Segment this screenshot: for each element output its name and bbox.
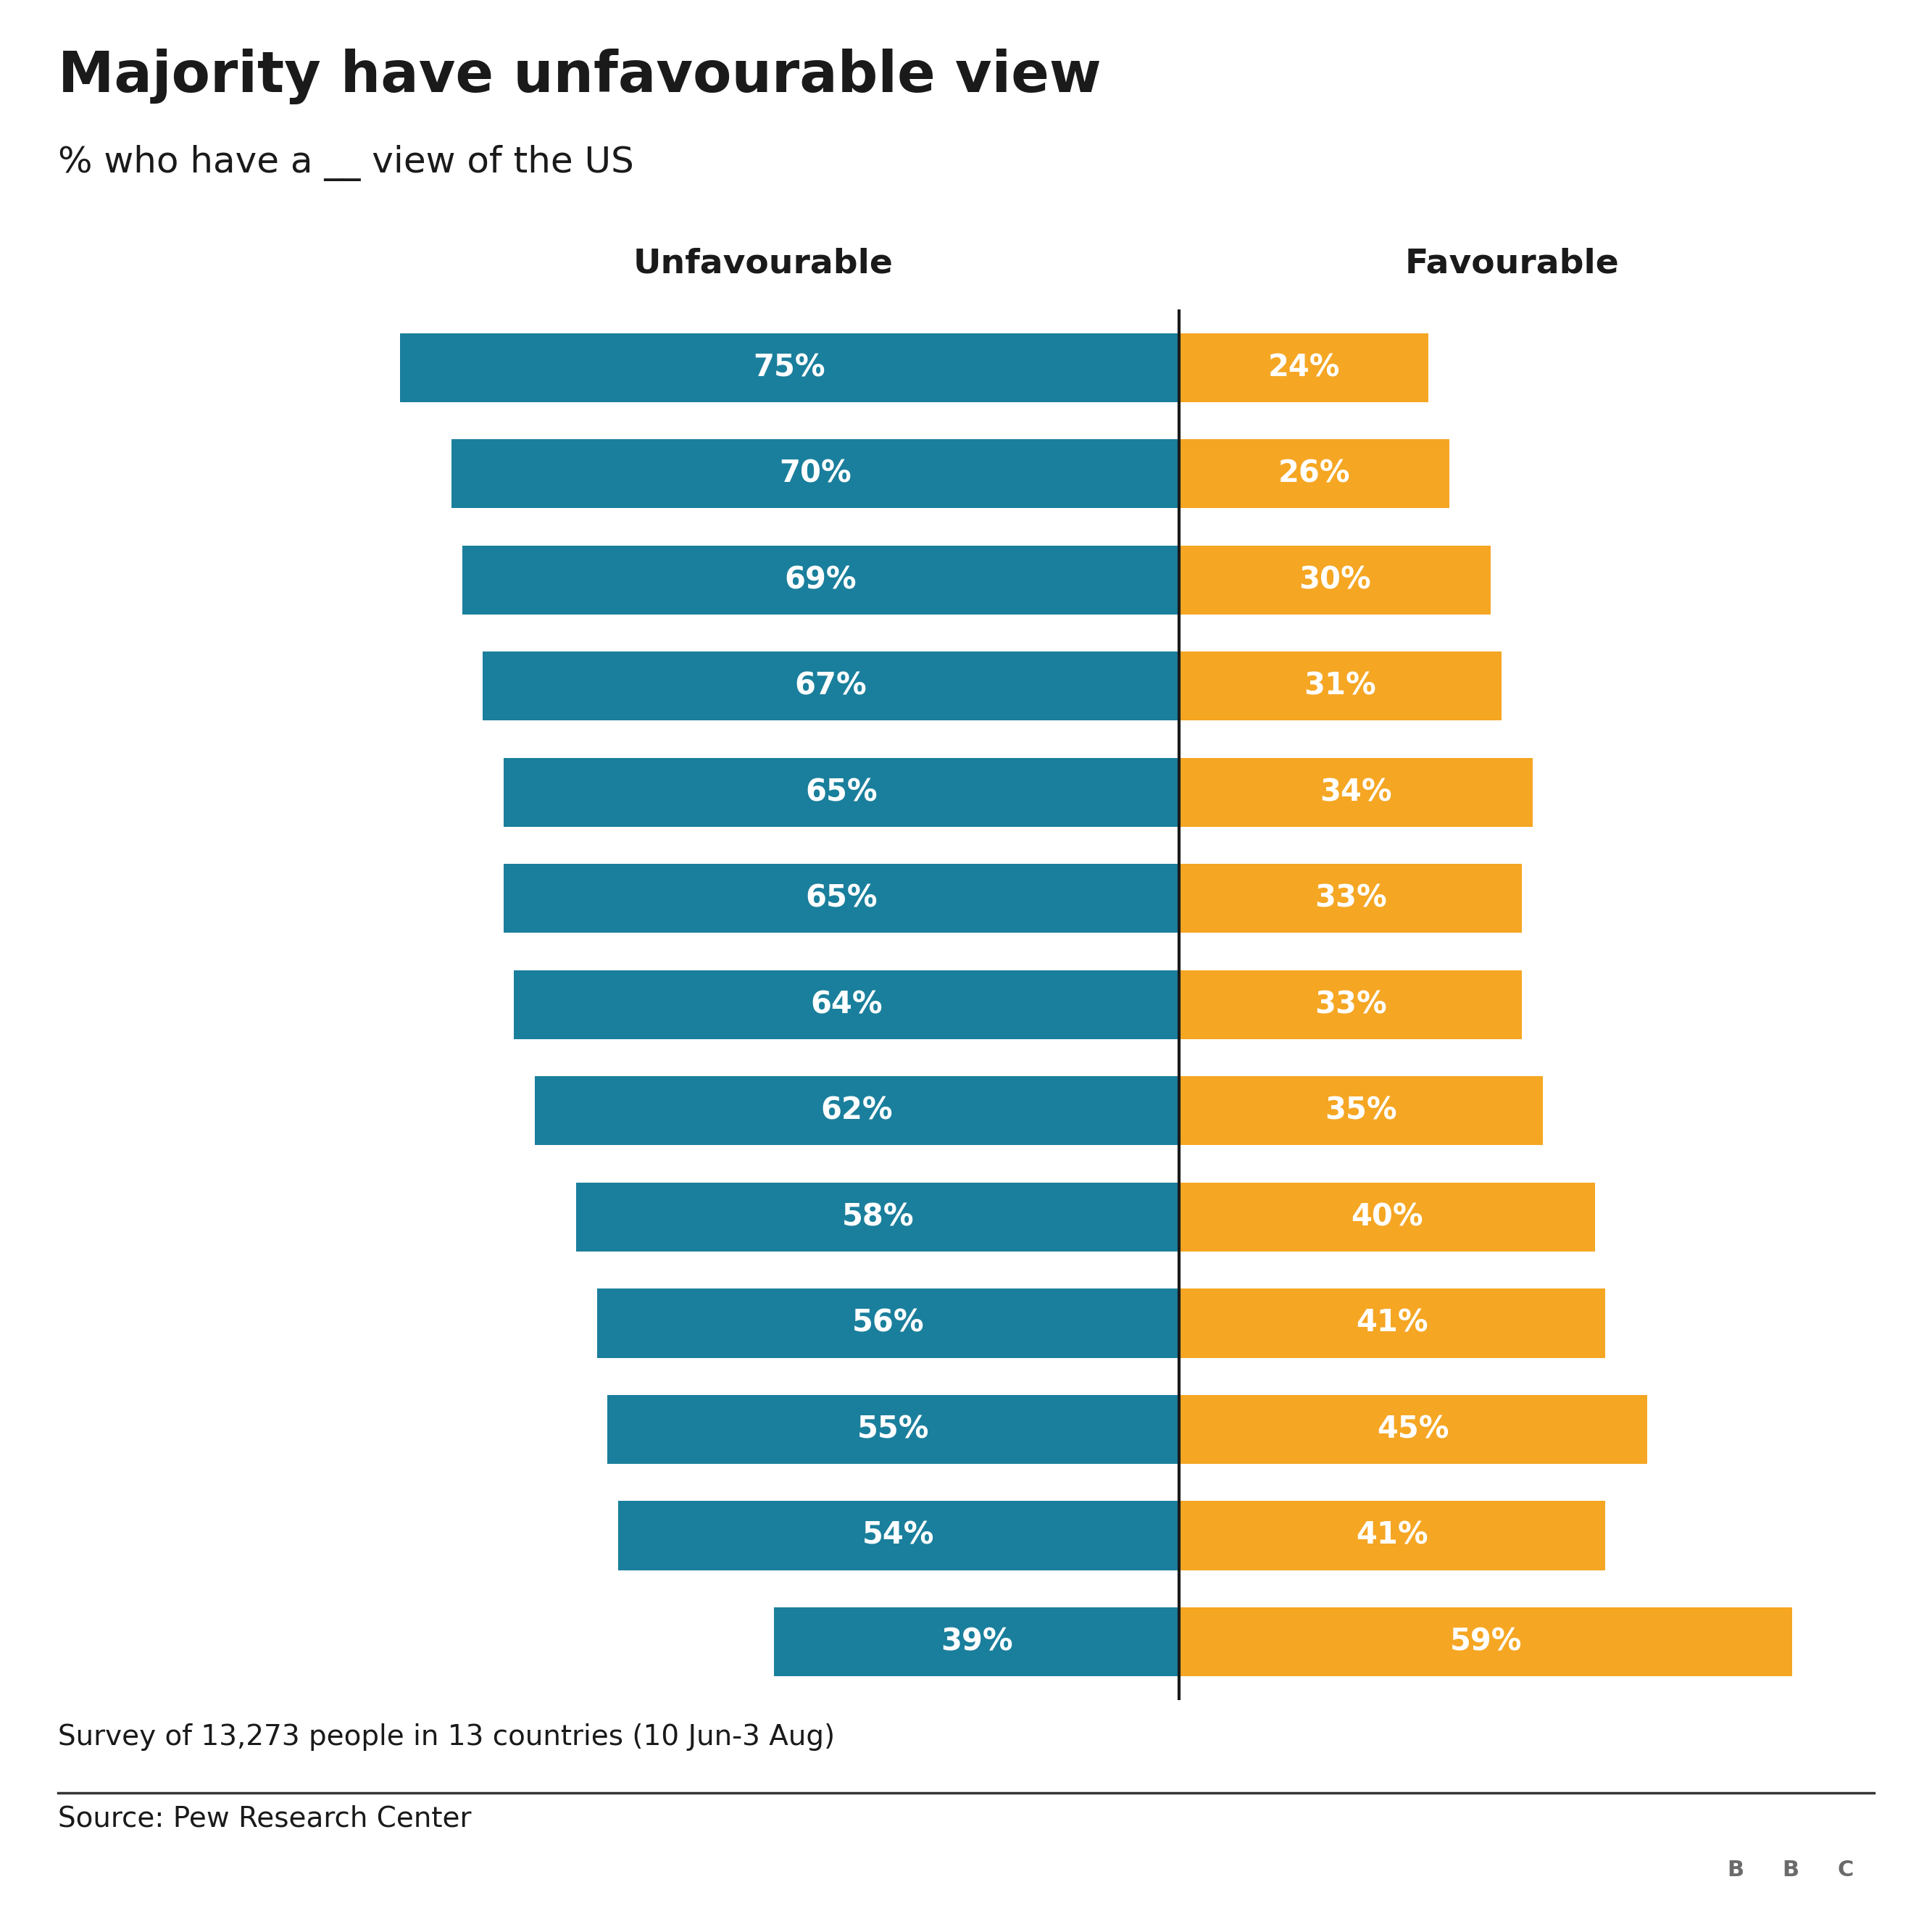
Text: 39%: 39% (941, 1627, 1012, 1658)
Bar (607, 1395, 1179, 1464)
Text: Unfavourable: Unfavourable (634, 247, 893, 280)
Text: 33%: 33% (1314, 989, 1387, 1020)
Text: 69%: 69% (784, 564, 856, 595)
Bar (1179, 757, 1532, 827)
Bar (1179, 1607, 1793, 1677)
Bar (452, 439, 1179, 508)
Bar (1179, 1501, 1605, 1571)
Bar (535, 1076, 1179, 1146)
Text: 31%: 31% (1304, 670, 1376, 701)
Text: B: B (1727, 1861, 1745, 1880)
Text: 35%: 35% (1325, 1095, 1397, 1126)
Text: Source: Pew Research Center: Source: Pew Research Center (58, 1804, 471, 1832)
Bar (462, 545, 1179, 614)
Text: 30%: 30% (1298, 564, 1372, 595)
Bar (504, 864, 1179, 933)
Text: B: B (1781, 1861, 1799, 1880)
Text: 41%: 41% (1356, 1308, 1428, 1339)
Bar (597, 1289, 1179, 1358)
Text: Majority have unfavourable view: Majority have unfavourable view (58, 48, 1101, 104)
Bar (1179, 1289, 1605, 1358)
Bar (1179, 1182, 1596, 1252)
Bar (618, 1501, 1179, 1571)
Text: 64%: 64% (811, 989, 883, 1020)
Bar (1179, 1076, 1544, 1146)
Bar (1179, 1395, 1646, 1464)
Text: 45%: 45% (1378, 1414, 1449, 1445)
Text: 62%: 62% (821, 1095, 893, 1126)
Bar (400, 332, 1179, 402)
Bar (483, 651, 1179, 721)
Bar (1179, 545, 1492, 614)
Bar (1179, 864, 1522, 933)
Text: 40%: 40% (1350, 1202, 1424, 1233)
Bar (514, 970, 1179, 1039)
Bar (1768, 1832, 1814, 1909)
Text: 33%: 33% (1314, 883, 1387, 914)
Text: 59%: 59% (1449, 1627, 1522, 1658)
Text: 41%: 41% (1356, 1520, 1428, 1551)
Text: 75%: 75% (753, 352, 825, 383)
Text: Favourable: Favourable (1405, 247, 1619, 280)
Text: 67%: 67% (794, 670, 867, 701)
Bar (504, 757, 1179, 827)
Text: 65%: 65% (806, 777, 877, 808)
Text: 70%: 70% (779, 458, 852, 489)
Text: 34%: 34% (1320, 777, 1391, 808)
Bar (1822, 1832, 1868, 1909)
Text: 56%: 56% (852, 1308, 923, 1339)
Text: 65%: 65% (806, 883, 877, 914)
Bar (1179, 651, 1501, 721)
Text: 55%: 55% (858, 1414, 929, 1445)
Bar (775, 1607, 1179, 1677)
Bar (1179, 970, 1522, 1039)
Text: 24%: 24% (1267, 352, 1341, 383)
Bar (1179, 332, 1428, 402)
Bar (1712, 1832, 1758, 1909)
Text: % who have a __ view of the US: % who have a __ view of the US (58, 145, 634, 182)
Bar (1179, 439, 1449, 508)
Text: 54%: 54% (862, 1520, 935, 1551)
Text: 58%: 58% (842, 1202, 914, 1233)
Text: 26%: 26% (1279, 458, 1350, 489)
Text: Survey of 13,273 people in 13 countries (10 Jun-3 Aug): Survey of 13,273 people in 13 countries … (58, 1723, 835, 1750)
Text: C: C (1837, 1861, 1853, 1880)
Bar (576, 1182, 1179, 1252)
